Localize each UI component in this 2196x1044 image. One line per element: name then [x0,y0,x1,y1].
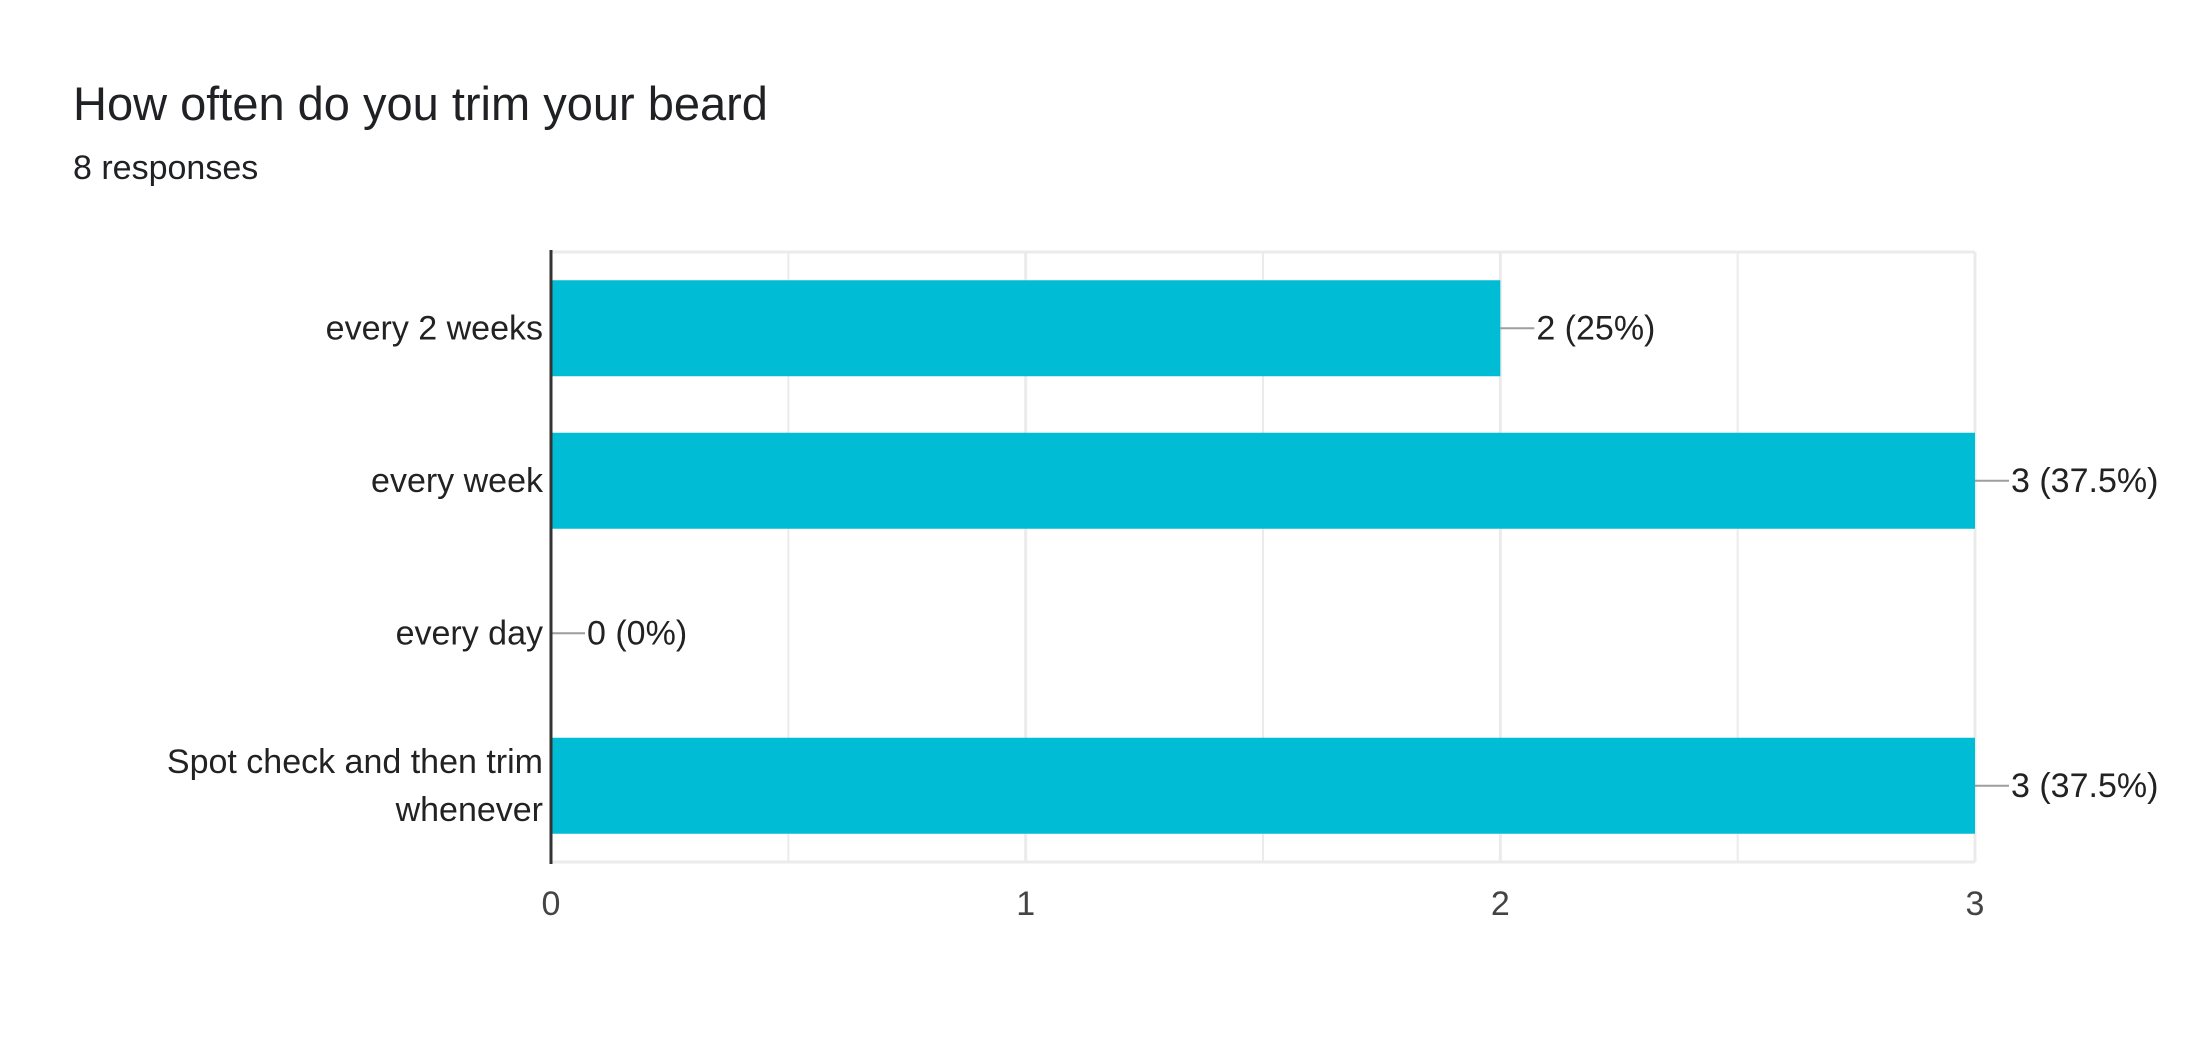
category-label: Spot check and then trim [167,743,543,781]
category-label: every week [371,462,544,500]
data-label: 3 (37.5%) [2011,462,2158,500]
category-label: whenever [395,791,543,829]
x-tick-label: 2 [1491,885,1510,923]
data-label: 3 (37.5%) [2011,767,2158,805]
data-label: 2 (25%) [1536,309,1655,347]
x-tick-label: 1 [1016,885,1035,923]
bar [551,737,1975,834]
bar [551,432,1975,529]
response-count: 8 responses [73,149,259,187]
x-tick-label: 0 [542,885,561,923]
chart-title: How often do you trim your beard [73,77,768,130]
category-label: every day [396,614,543,652]
data-label: 0 (0%) [587,614,687,652]
bar [551,280,1501,377]
category-label: every 2 weeks [326,309,543,347]
x-tick-label: 3 [1966,885,1985,923]
